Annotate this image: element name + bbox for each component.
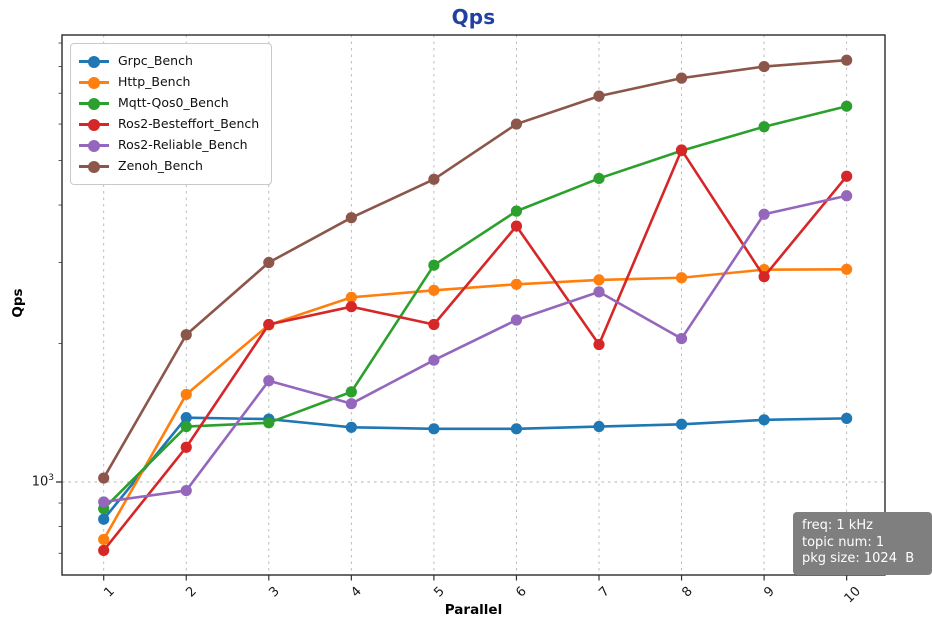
- annotation-topic-num: topic num: 1: [802, 534, 885, 550]
- chart-title: Qps: [451, 5, 496, 29]
- legend-label: Ros2-Reliable_Bench: [118, 137, 248, 153]
- legend: Grpc_Bench Http_Bench Mqtt-Qos0_Bench Ro…: [70, 43, 273, 185]
- legend-item-grpc: Grpc_Bench: [79, 51, 259, 72]
- legend-item-mqtt: Mqtt-Qos0_Bench: [79, 93, 259, 114]
- legend-item-http: Http_Bench: [79, 72, 259, 93]
- ros2-reliable-line-marker-icon: [79, 139, 109, 152]
- legend-label: Mqtt-Qos0_Bench: [118, 95, 229, 111]
- x-axis-label: Parallel: [444, 602, 503, 618]
- legend-item-ros2-besteffort: Ros2-Besteffort_Bench: [79, 114, 259, 135]
- y-axis-label: Qps: [10, 288, 26, 318]
- legend-label: Grpc_Bench: [118, 53, 193, 69]
- ros2-besteffort-line-marker-icon: [79, 118, 109, 131]
- annotation-box: freq: 1 kHz topic num: 1 pkg size: 1024 …: [793, 512, 932, 575]
- mqtt-line-marker-icon: [79, 97, 109, 110]
- legend-label: Http_Bench: [118, 74, 191, 90]
- zenoh-line-marker-icon: [79, 160, 109, 173]
- http-line-marker-icon: [79, 76, 109, 89]
- y-tick-label-1000: 103: [31, 473, 54, 490]
- legend-item-zenoh: Zenoh_Bench: [79, 156, 259, 177]
- annotation-pkg-size: pkg size: 1024 B: [802, 551, 915, 566]
- legend-label: Zenoh_Bench: [118, 158, 203, 174]
- legend-label: Ros2-Besteffort_Bench: [118, 116, 260, 132]
- annotation-freq: freq: 1 kHz: [802, 518, 873, 533]
- legend-item-ros2-reliable: Ros2-Reliable_Bench: [79, 135, 259, 156]
- grpc-line-marker-icon: [79, 55, 109, 68]
